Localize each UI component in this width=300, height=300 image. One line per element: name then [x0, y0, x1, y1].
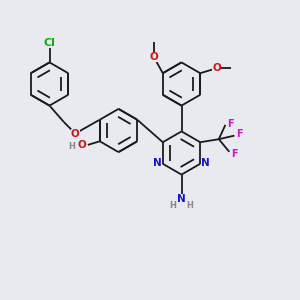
Text: N: N	[201, 158, 210, 168]
Text: O: O	[71, 128, 80, 139]
Text: F: F	[231, 148, 237, 159]
Text: O: O	[149, 52, 158, 62]
Text: Cl: Cl	[44, 38, 56, 48]
Text: N: N	[153, 158, 162, 168]
Text: H: H	[170, 201, 176, 210]
Text: F: F	[236, 129, 242, 140]
Text: H: H	[187, 201, 193, 210]
Text: O: O	[212, 63, 221, 73]
Text: N: N	[177, 194, 186, 204]
Text: F: F	[227, 118, 233, 129]
Text: O: O	[77, 140, 86, 150]
Text: H: H	[68, 142, 75, 151]
